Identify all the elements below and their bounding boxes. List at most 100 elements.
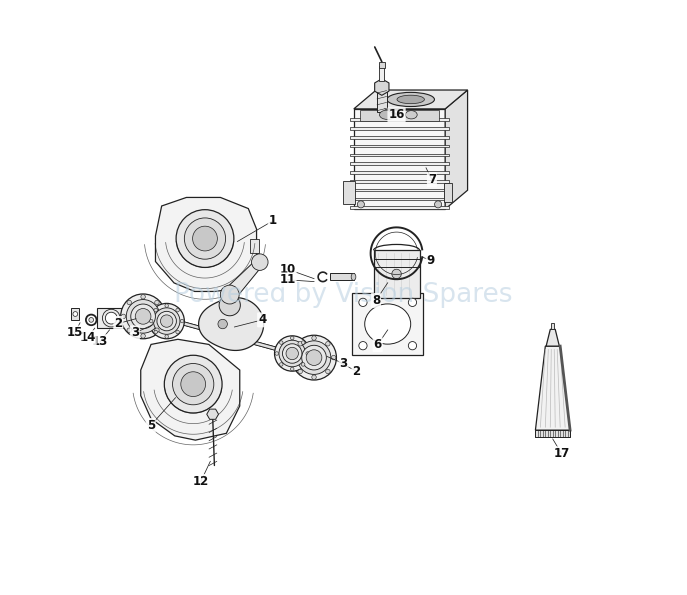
Circle shape [172,364,214,405]
Text: 10: 10 [280,263,295,275]
Circle shape [105,312,117,324]
Circle shape [280,341,283,345]
Circle shape [298,369,302,374]
Circle shape [149,303,184,339]
Bar [350,118,449,121]
Bar [535,430,570,437]
Ellipse shape [397,95,425,104]
Circle shape [306,352,309,355]
Polygon shape [535,346,570,430]
Bar [352,293,423,355]
Text: 8: 8 [372,294,380,307]
Bar [350,136,449,139]
Circle shape [306,350,322,365]
Bar [374,250,420,298]
Circle shape [121,314,126,318]
Bar [551,322,554,329]
Circle shape [153,308,180,334]
Text: 1: 1 [269,214,277,227]
Bar [350,198,449,201]
Text: 15: 15 [67,327,83,339]
Circle shape [298,342,302,346]
Bar [350,127,449,130]
Circle shape [302,345,326,370]
Bar [354,109,445,209]
Bar [71,308,80,320]
Bar [344,181,355,204]
Circle shape [127,300,131,305]
Bar [350,206,449,209]
Ellipse shape [405,111,417,119]
Circle shape [181,372,205,396]
Circle shape [126,299,160,333]
Circle shape [392,269,401,278]
Circle shape [280,363,283,366]
Text: 11: 11 [280,273,295,286]
Text: 3: 3 [131,327,139,339]
Bar [97,308,126,328]
Circle shape [89,318,93,322]
Circle shape [292,355,297,360]
Circle shape [291,336,294,340]
Text: 14: 14 [80,331,96,344]
Bar [377,88,387,112]
Circle shape [219,295,240,316]
Bar [350,145,449,148]
Text: 5: 5 [146,419,155,432]
Circle shape [154,330,157,334]
Circle shape [312,336,316,340]
Circle shape [279,340,306,367]
Circle shape [291,367,294,371]
Circle shape [218,320,227,329]
Polygon shape [445,90,468,209]
Polygon shape [354,90,468,109]
Bar [360,110,439,121]
Polygon shape [374,79,389,95]
Text: 2: 2 [352,365,361,378]
Ellipse shape [379,110,396,120]
Text: 3: 3 [339,357,348,370]
Bar [0,230,4,245]
Circle shape [131,304,155,328]
Bar [330,273,354,280]
Circle shape [359,298,367,306]
Circle shape [331,355,336,360]
Bar [379,62,385,68]
Text: 4: 4 [258,314,267,327]
Circle shape [275,352,278,355]
Circle shape [176,308,179,312]
Bar [350,162,449,165]
Circle shape [357,201,364,208]
Circle shape [141,295,146,299]
Circle shape [154,308,157,312]
Text: 2: 2 [114,317,122,330]
Text: 9: 9 [427,254,435,267]
Text: 16: 16 [388,108,405,121]
Text: 17: 17 [554,447,570,460]
Ellipse shape [387,92,434,107]
Circle shape [326,369,330,374]
Circle shape [165,304,168,308]
Text: 12: 12 [193,475,209,488]
Bar [350,180,449,183]
Bar [379,67,384,81]
Circle shape [408,342,416,350]
Bar [250,239,259,253]
Bar [350,189,449,192]
Circle shape [176,330,179,334]
Circle shape [221,285,239,304]
Circle shape [297,341,331,374]
Circle shape [150,320,153,323]
Polygon shape [141,339,240,440]
Circle shape [275,336,310,371]
Circle shape [359,342,367,350]
Circle shape [282,344,302,363]
Text: 13: 13 [92,335,108,348]
Circle shape [192,226,217,251]
Circle shape [286,347,298,360]
Circle shape [326,342,330,346]
Circle shape [73,312,78,317]
Circle shape [157,311,177,331]
Circle shape [302,341,305,345]
Ellipse shape [365,304,411,344]
